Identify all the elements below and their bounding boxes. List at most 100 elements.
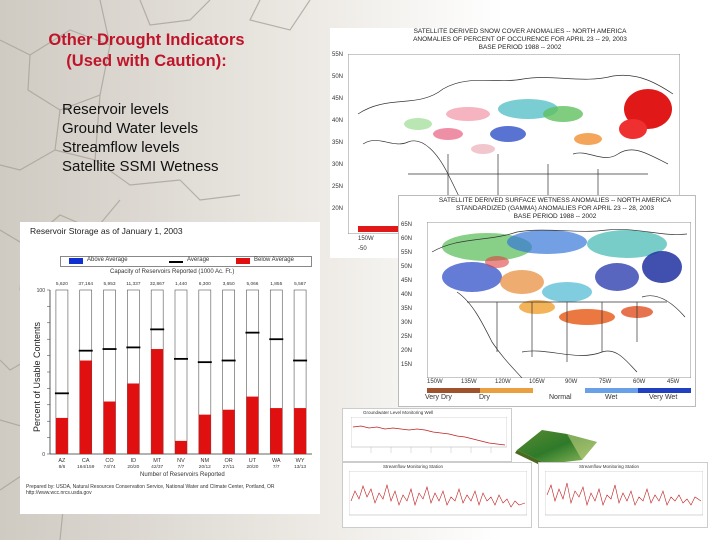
snow-map-title: SATELLITE DERIVED SNOW COVER ANOMALIES -…: [413, 28, 627, 51]
bar: [294, 408, 307, 454]
bar: [55, 417, 68, 454]
category-label: ID: [131, 458, 137, 464]
legend-swatch-above: [69, 258, 83, 264]
reservoirs-reported-label: 20/20: [246, 464, 258, 470]
list-item: Reservoir levels: [62, 101, 169, 118]
category-label: MT: [153, 458, 162, 464]
wetness-map-lon-label: 120W: [495, 379, 511, 385]
chart-legend: Above Average Average Below Average: [60, 256, 312, 267]
reservoirs-reported-label: 27/11: [223, 464, 235, 470]
capacity-label: 6,300: [199, 281, 211, 287]
category-label: NV: [177, 458, 185, 464]
wetness-map-image: [427, 222, 691, 378]
capacity-label: 37,164: [78, 281, 93, 287]
chart-title: Reservoir Storage as of January 1, 2003: [30, 226, 183, 236]
snow-map-lat-50: 50N: [332, 74, 344, 80]
capacity-label: 1,855: [270, 281, 282, 287]
mini-chart-title: Streamflow Monitoring Station: [383, 464, 444, 469]
bar-column: [174, 289, 188, 455]
legend-wet: Wet: [605, 394, 618, 401]
bar: [151, 349, 164, 454]
wetness-map-lat-label: 15N: [401, 362, 413, 368]
category-label: WA: [272, 458, 281, 464]
reservoirs-reported-label: 74/74: [104, 464, 116, 470]
wetness-map-lon-label: 75W: [599, 379, 612, 385]
reservoir-storage-chart: Reservoir Storage as of January 1, 2003 …: [20, 222, 320, 514]
reservoirs-reported-label: 164/159: [77, 464, 95, 470]
reservoirs-reported-label: 13/13: [294, 464, 306, 470]
wetness-map-lon-label: 105W: [529, 379, 545, 385]
wetness-map-lat-label: 20N: [401, 348, 413, 354]
bar: [127, 383, 140, 454]
colorbar-swatch: [638, 388, 691, 393]
capacity-label: 5,066: [246, 281, 258, 287]
colorbar-swatch: [585, 388, 639, 393]
colorbar-swatch: [427, 388, 480, 393]
legend-swatch-below: [236, 258, 250, 264]
streamflow-chart-right: Streamflow Monitoring Station: [538, 462, 708, 528]
mini-chart-title: Streamflow Monitoring Station: [579, 464, 640, 469]
category-label: CA: [82, 458, 90, 464]
streamflow-line-right: [545, 471, 703, 516]
capacity-header: Capacity of Reservoirs Reported (1000 Ac…: [110, 269, 235, 275]
legend-swatch-average: [169, 261, 183, 263]
snow-map-lon-label: 150W: [358, 236, 374, 242]
groundwater-trend-line: [351, 417, 507, 453]
colorbar-swatch: [532, 388, 586, 393]
slide-title: Other Drought Indicators (Used with Caut…: [14, 30, 279, 72]
legend-very-dry: Very Dry: [425, 394, 452, 401]
wetness-map-lat-label: 60N: [401, 236, 413, 242]
legend-below-average: Below Average: [254, 257, 294, 263]
capacity-label: 5,620: [56, 281, 68, 287]
legend-average: Average: [187, 257, 210, 263]
y-axis-label: Percent of Usable Contents: [32, 321, 42, 433]
snow-map-lat-45: 45N: [332, 96, 344, 102]
reservoirs-reported-label: 8/6: [59, 464, 66, 470]
title-line-2: (Used with Caution):: [66, 52, 227, 70]
wetness-map-lat-label: 30N: [401, 320, 413, 326]
snow-map-lat-55: 55N: [332, 52, 344, 58]
capacity-label: 32,867: [150, 281, 165, 287]
bar: [198, 414, 211, 454]
bar: [103, 401, 116, 454]
snow-map-colorbar-label: -50: [358, 246, 367, 252]
streamflow-chart-left: Streamflow Monitoring Station: [342, 462, 532, 528]
colorbar-swatch: [479, 388, 533, 393]
legend-normal: Normal: [549, 394, 572, 401]
capacity-label: 11,337: [126, 281, 141, 287]
wetness-map-lat-label: 65N: [401, 222, 413, 228]
wetness-map-lon-label: 45W: [667, 379, 680, 385]
y-tick-label: 100: [37, 288, 46, 294]
bar: [79, 360, 92, 454]
capacity-label: 5,567: [294, 281, 306, 287]
chart-footer: Prepared by: USDA, Natural Resources Con…: [26, 484, 275, 496]
terrain-3d-image: [515, 430, 597, 466]
category-label: OR: [225, 458, 233, 464]
snow-map-lat-40: 40N: [332, 118, 344, 124]
reservoirs-reported-label: 42/37: [151, 464, 163, 470]
wetness-map-lat-label: 40N: [401, 292, 413, 298]
wetness-map-lat-label: 45N: [401, 278, 413, 284]
snow-map-lat-30: 30N: [332, 162, 344, 168]
reservoirs-reported-label: 7/7: [273, 464, 280, 470]
wetness-map-lat-label: 55N: [401, 250, 413, 256]
bar: [246, 396, 259, 454]
bar: [270, 408, 283, 454]
capacity-label: 5,953: [104, 281, 116, 287]
list-item: Satellite SSMI Wetness: [62, 158, 219, 175]
wetness-map-lat-label: 50N: [401, 264, 413, 270]
wetness-map-lon-label: 135W: [461, 379, 477, 385]
reservoirs-reported-label: 20/12: [199, 464, 211, 470]
capacity-label: 1,440: [175, 281, 187, 287]
mini-chart-title: Groundwater Level Monitoring Well: [363, 410, 434, 415]
streamflow-line-left: [349, 471, 527, 516]
category-label: WY: [296, 458, 305, 464]
indicator-list: Reservoir levels Ground Water levels Str…: [62, 100, 218, 176]
capacity-label: 3,650: [223, 281, 235, 287]
legend-very-wet: Very Wet: [649, 394, 678, 401]
wetness-map-lon-label: 90W: [565, 379, 578, 385]
wetness-map-lat-label: 35N: [401, 306, 413, 312]
y-tick-label: 0: [42, 452, 45, 458]
legend-dry: Dry: [479, 394, 490, 401]
category-label: UT: [249, 458, 257, 464]
